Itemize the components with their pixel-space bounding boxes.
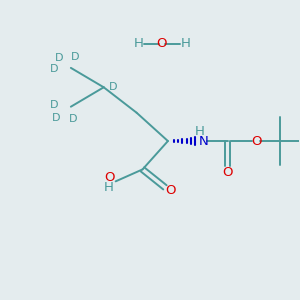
Text: O: O xyxy=(223,167,233,179)
Text: D: D xyxy=(50,100,59,110)
Text: O: O xyxy=(104,171,114,184)
Text: D: D xyxy=(55,53,64,63)
Text: O: O xyxy=(251,134,261,148)
Text: H: H xyxy=(104,182,114,194)
Text: D: D xyxy=(52,113,60,123)
Text: O: O xyxy=(157,38,167,50)
Text: H: H xyxy=(195,125,205,138)
Text: D: D xyxy=(50,64,59,74)
Text: N: N xyxy=(198,134,208,148)
Text: H: H xyxy=(180,38,190,50)
Text: H: H xyxy=(134,38,144,50)
Text: D: D xyxy=(69,114,77,124)
Text: D: D xyxy=(71,52,80,61)
Text: O: O xyxy=(166,184,176,197)
Text: D: D xyxy=(109,82,118,92)
